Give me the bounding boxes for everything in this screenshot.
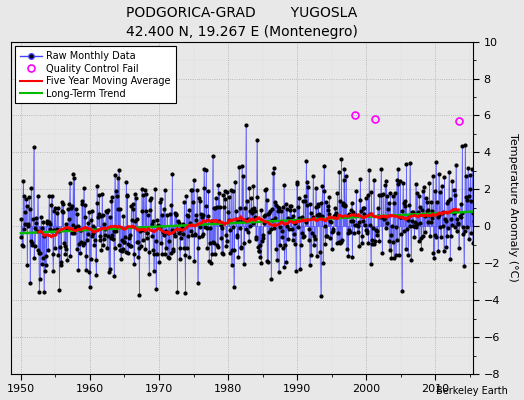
Legend: Raw Monthly Data, Quality Control Fail, Five Year Moving Average, Long-Term Tren: Raw Monthly Data, Quality Control Fail, … xyxy=(15,46,176,104)
Title: PODGORICA-GRAD        YUGOSLA
42.400 N, 19.267 E (Montenegro): PODGORICA-GRAD YUGOSLA 42.400 N, 19.267 … xyxy=(126,6,358,39)
Y-axis label: Temperature Anomaly (°C): Temperature Anomaly (°C) xyxy=(508,134,518,282)
Text: Berkeley Earth: Berkeley Earth xyxy=(436,386,508,396)
